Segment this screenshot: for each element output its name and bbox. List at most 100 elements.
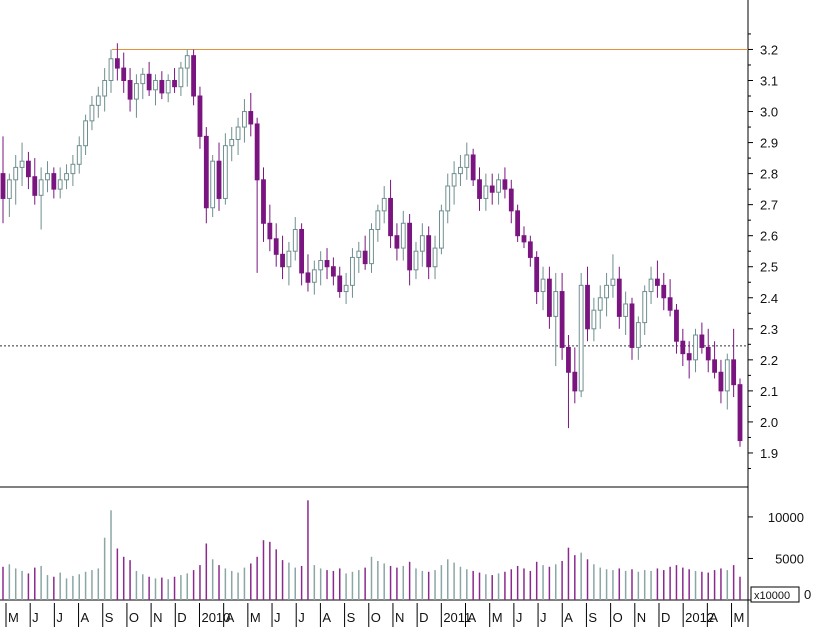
- candle-body: [280, 253, 285, 268]
- candle-body: [648, 278, 654, 293]
- month-label: J: [56, 610, 63, 625]
- month-label: O: [613, 610, 623, 625]
- candle-body: [483, 185, 489, 199]
- candle-body: [286, 250, 292, 268]
- month-label: N: [395, 610, 404, 625]
- candle-body: [502, 179, 508, 190]
- candle-body: [45, 173, 50, 181]
- price-tick-label: 2.9: [760, 136, 778, 151]
- month-label: S: [347, 610, 356, 625]
- candle-body: [70, 163, 76, 175]
- candle-body: [680, 340, 686, 355]
- candle-body: [407, 222, 413, 271]
- candle-body: [515, 210, 521, 237]
- price-tick-label: 2.6: [760, 229, 778, 244]
- candle-body: [13, 166, 19, 181]
- candle-body: [337, 275, 343, 293]
- candle-body: [146, 73, 152, 91]
- candle-body: [362, 250, 368, 265]
- price-tick-label: 3.0: [760, 105, 778, 120]
- candle-body: [432, 247, 438, 268]
- month-label: A: [468, 610, 477, 625]
- volume-bars: [2, 500, 741, 600]
- candle-body: [375, 210, 381, 230]
- candle-body: [114, 58, 120, 69]
- candle-body: [324, 260, 330, 268]
- candle-body: [108, 58, 114, 81]
- candle-body: [489, 185, 495, 193]
- month-label: A: [226, 610, 235, 625]
- month-label: J: [274, 610, 281, 625]
- candle-body: [724, 359, 730, 392]
- candle-body: [426, 235, 432, 268]
- month-label: J: [32, 610, 39, 625]
- candle-body: [235, 126, 241, 140]
- candle-body: [197, 95, 203, 137]
- candle-body: [292, 228, 298, 252]
- month-label: D: [419, 610, 428, 625]
- candle-body: [254, 123, 260, 181]
- month-label: M: [734, 610, 745, 625]
- volume-axis-ticks: 0 5000 10000: [748, 510, 811, 602]
- candle-body: [496, 179, 501, 193]
- candle-body: [140, 73, 146, 85]
- candle-body: [419, 235, 425, 252]
- candle-body: [451, 173, 457, 187]
- candle-body: [89, 104, 95, 122]
- candle-body: [654, 278, 660, 286]
- price-tick-label: 2.1: [760, 384, 778, 399]
- candle-body: [604, 284, 609, 299]
- candle-body: [19, 160, 25, 168]
- price-tick-label: 2.8: [760, 167, 778, 182]
- month-label: A: [709, 610, 718, 625]
- candle-body: [591, 309, 597, 330]
- candlesticks: [0, 43, 743, 447]
- candle-body: [222, 145, 228, 199]
- candle-body: [394, 235, 400, 249]
- candle-body: [508, 188, 514, 212]
- volume-unit-box: x10000: [750, 586, 800, 603]
- month-label: J: [298, 610, 305, 625]
- volume-panel: 0 5000 10000 x10000: [0, 487, 811, 627]
- candle-body: [553, 291, 559, 317]
- candle-body: [261, 179, 266, 224]
- candle-body: [623, 303, 629, 317]
- candle-body: [134, 83, 139, 100]
- candle-body: [229, 138, 235, 147]
- month-label: O: [129, 610, 139, 625]
- month-label: A: [564, 610, 573, 625]
- candle-body: [470, 154, 476, 181]
- candle-body: [566, 346, 571, 373]
- price-panel: 1.9 2.0 2.1 2.2 2.3 2.4 2.5 2.6 2.7 2.8 2.9 3.0 3.1 3…: [0, 0, 778, 488]
- candle-body: [318, 260, 324, 271]
- month-label: A: [81, 610, 90, 625]
- candle-body: [216, 160, 222, 199]
- candle-body: [153, 79, 158, 91]
- price-tick-label: 2.5: [760, 260, 778, 275]
- candle-body: [718, 371, 724, 392]
- candle-body: [445, 185, 451, 212]
- candle-body: [540, 278, 546, 293]
- candle-body: [64, 173, 69, 181]
- candle-body: [712, 359, 717, 373]
- candle-body: [578, 284, 584, 392]
- candle-body: [330, 266, 336, 277]
- candle-body: [610, 278, 616, 286]
- candle-body: [32, 176, 38, 196]
- candle-body: [705, 346, 711, 361]
- month-label: O: [371, 610, 381, 625]
- candle-body: [737, 384, 743, 442]
- candle-body: [458, 166, 463, 175]
- candle-body: [559, 291, 565, 348]
- candle-body: [305, 272, 311, 283]
- candle-body: [102, 79, 108, 97]
- candle-body: [546, 278, 552, 317]
- month-label: J: [540, 610, 547, 625]
- candle-body: [693, 334, 698, 361]
- candle-body: [343, 284, 349, 293]
- candle-body: [635, 322, 641, 348]
- candle-body: [165, 79, 171, 94]
- month-label: S: [588, 610, 597, 625]
